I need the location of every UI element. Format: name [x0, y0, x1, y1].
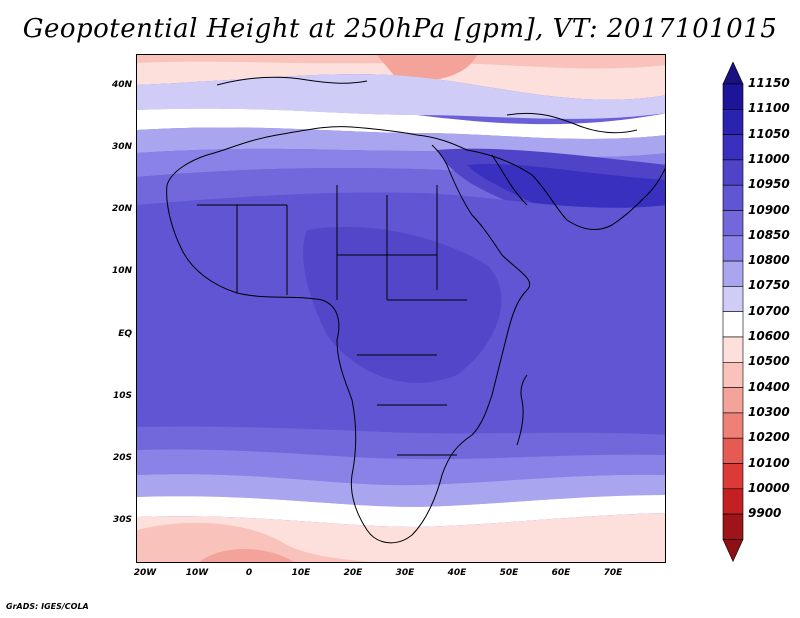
- lat-label-eq: EQ: [118, 329, 132, 339]
- colorbar-segment: [722, 235, 744, 262]
- colorbar-label: 10800: [748, 253, 790, 268]
- lon-label-50e: 50E: [499, 568, 519, 578]
- map-canvas: [137, 55, 665, 562]
- lat-label-10n: 10N: [111, 266, 132, 276]
- lat-label-10s: 10S: [112, 391, 132, 401]
- lon-label-20w: 20W: [133, 568, 157, 578]
- colorbar-label: 10400: [748, 379, 790, 394]
- lon-label-30e: 30E: [395, 568, 415, 578]
- colorbar-segment: [722, 210, 744, 237]
- map-title: Geopotential Height at 250hPa [gpm], VT:…: [22, 14, 778, 44]
- footer-credit: GrADS: IGES/COLA: [6, 602, 89, 611]
- colorbar-segment: [722, 83, 744, 110]
- colorbar-top-arrow: [722, 62, 744, 85]
- colorbar-label: 10100: [748, 455, 790, 470]
- colorbar-segment: [722, 513, 744, 540]
- lon-label-10e: 10E: [291, 568, 311, 578]
- colorbar-segment: [722, 463, 744, 490]
- colorbar-label: 9900: [748, 506, 782, 521]
- colorbar-segment: [722, 311, 744, 338]
- colorbar-segment: [722, 387, 744, 414]
- colorbar-label: 10950: [748, 177, 790, 192]
- colorbar-label: 10000: [748, 480, 790, 495]
- lon-label-70e: 70E: [603, 568, 623, 578]
- colorbar-segment: [722, 488, 744, 515]
- colorbar-segment: [722, 134, 744, 161]
- colorbar-label: 11000: [748, 151, 790, 166]
- colorbar-label: 10300: [748, 404, 790, 419]
- lon-label-60e: 60E: [551, 568, 571, 578]
- colorbar-label: 11050: [748, 126, 790, 141]
- lat-label-20s: 20S: [112, 453, 132, 463]
- colorbar-segment: [722, 184, 744, 211]
- lon-label-20e: 20E: [343, 568, 363, 578]
- lon-label-10w: 10W: [185, 568, 209, 578]
- lon-label-40e: 40E: [447, 568, 467, 578]
- colorbar-label: 10900: [748, 202, 790, 217]
- lon-label-0: 0: [245, 568, 253, 578]
- colorbar-label: 10200: [748, 430, 790, 445]
- colorbar-segment: [722, 108, 744, 135]
- colorbar-bottom-arrow: [722, 539, 744, 562]
- colorbar-label: 10500: [748, 354, 790, 369]
- colorbar-segment: [722, 336, 744, 363]
- colorbar-label: 11150: [748, 76, 790, 90]
- colorbar-label: 10750: [748, 278, 790, 293]
- colorbar-label: 10600: [748, 329, 790, 343]
- colorbar-segment: [722, 412, 744, 439]
- lat-label-40n: 40N: [111, 80, 132, 90]
- colorbar-segment: [722, 260, 744, 287]
- lat-label-30s: 30S: [112, 515, 132, 525]
- colorbar-segment: [722, 437, 744, 464]
- lat-label-20n: 20N: [111, 204, 132, 214]
- colorbar-segment: [722, 361, 744, 388]
- map-panel: [136, 54, 666, 563]
- colorbar-label: 10850: [748, 227, 790, 242]
- colorbar-label: 11100: [748, 101, 790, 116]
- colorbar: [722, 62, 744, 562]
- lat-label-30n: 30N: [111, 142, 132, 152]
- colorbar-segment: [722, 159, 744, 186]
- colorbar-segment: [722, 286, 744, 312]
- colorbar-label: 10700: [748, 303, 790, 318]
